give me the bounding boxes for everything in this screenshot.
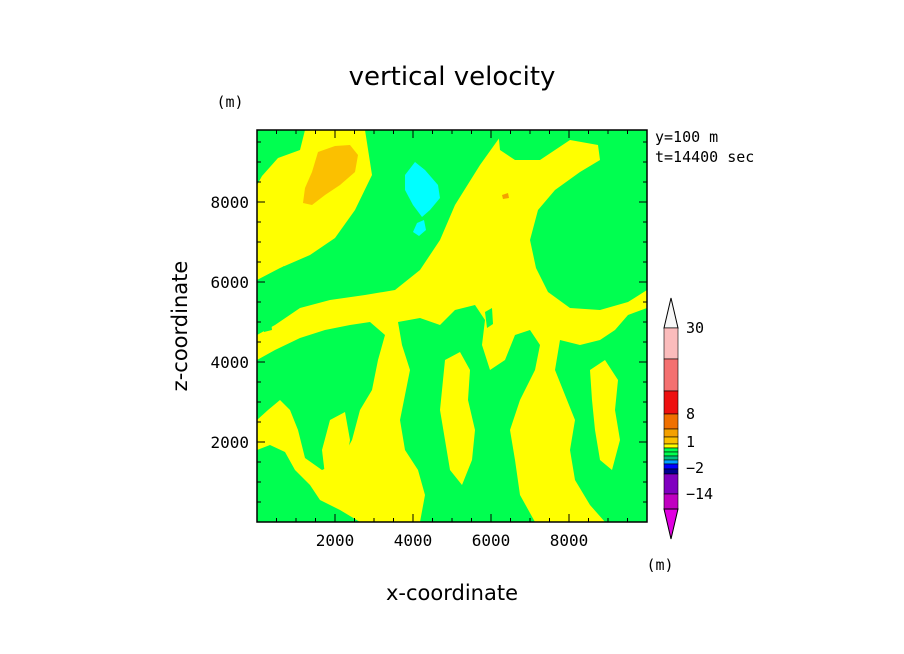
colorbar-band <box>663 443 679 449</box>
colorbar-tick-label: −14 <box>686 485 713 503</box>
x-axis-label: x-coordinate <box>386 581 518 605</box>
colorbar-band <box>663 493 679 510</box>
colorbar-unit-label: (m) <box>646 556 673 574</box>
annotation-t: t=14400 sec <box>655 148 754 166</box>
field-region-orange-updraft <box>303 145 358 205</box>
y-tick-label: 8000 <box>210 193 249 212</box>
field-region-orange-speck <box>502 193 509 199</box>
field-region-yellow-streak-4 <box>360 440 412 522</box>
colorbar-band <box>663 473 679 495</box>
colorbar-band <box>663 459 679 465</box>
field-region-green-speck-2 <box>485 308 493 328</box>
colorbar-band <box>663 428 679 438</box>
x-tick-label: 8000 <box>550 531 589 550</box>
field-region-cyan-downdraft <box>405 162 440 217</box>
colorbar-band <box>663 455 679 461</box>
chart-title: vertical velocity <box>349 62 556 92</box>
colorbar-tick-label: −2 <box>686 459 704 477</box>
field-region-yellow-streak-5 <box>530 415 560 500</box>
colorbar-band <box>663 468 679 475</box>
field-region-green-lowerleft <box>257 322 385 470</box>
field-region-green-speck-1 <box>278 266 286 284</box>
field-region-cyan-speck <box>413 220 426 236</box>
x-axis: 2000 4000 6000 8000 <box>276 130 628 550</box>
field-region-yellow-streak-3 <box>322 412 350 490</box>
y-axis-label: z-coordinate <box>168 261 192 392</box>
colorbar-band <box>663 451 679 457</box>
y-tick-label: 2000 <box>210 433 249 452</box>
x-tick-label: 6000 <box>472 531 511 550</box>
field-region-green-speck-3 <box>262 312 272 332</box>
y-axis: 2000 4000 6000 8000 <box>210 141 647 503</box>
x-tick-label: 4000 <box>394 531 433 550</box>
field-region-green-topleft <box>257 130 305 185</box>
field-region-yellow-streak-2 <box>590 360 620 470</box>
colorbar-tick-label: 8 <box>686 405 695 423</box>
y-tick-label: 6000 <box>210 273 249 292</box>
colorbar-bottom-arrow <box>663 508 679 540</box>
colorbar-band <box>663 436 679 445</box>
colorbar-tick-label: 30 <box>686 319 704 337</box>
field-region-green-speck-4 <box>630 400 644 426</box>
colorbar-tick-label: 1 <box>686 433 695 451</box>
colorbar-band <box>663 413 679 430</box>
colorbar-band <box>663 447 679 453</box>
field-region-green-band <box>257 130 505 335</box>
y-unit-label: (m) <box>216 93 243 111</box>
field-region-yellow-streak-1 <box>440 352 475 485</box>
colorbar-band <box>663 327 679 360</box>
colorbar-band <box>663 463 679 470</box>
plot-area <box>257 130 647 522</box>
colorbar-band <box>663 358 679 392</box>
annotation-y: y=100 m <box>655 128 718 146</box>
colorbar: 30 8 1 −2 −14 <box>663 297 713 540</box>
colorbar-band <box>663 390 679 415</box>
field-region-green-topright <box>498 130 647 310</box>
colorbar-top-arrow <box>663 297 679 329</box>
y-tick-label: 4000 <box>210 353 249 372</box>
field-region-green-leftedge <box>257 445 360 522</box>
x-tick-label: 2000 <box>316 531 355 550</box>
